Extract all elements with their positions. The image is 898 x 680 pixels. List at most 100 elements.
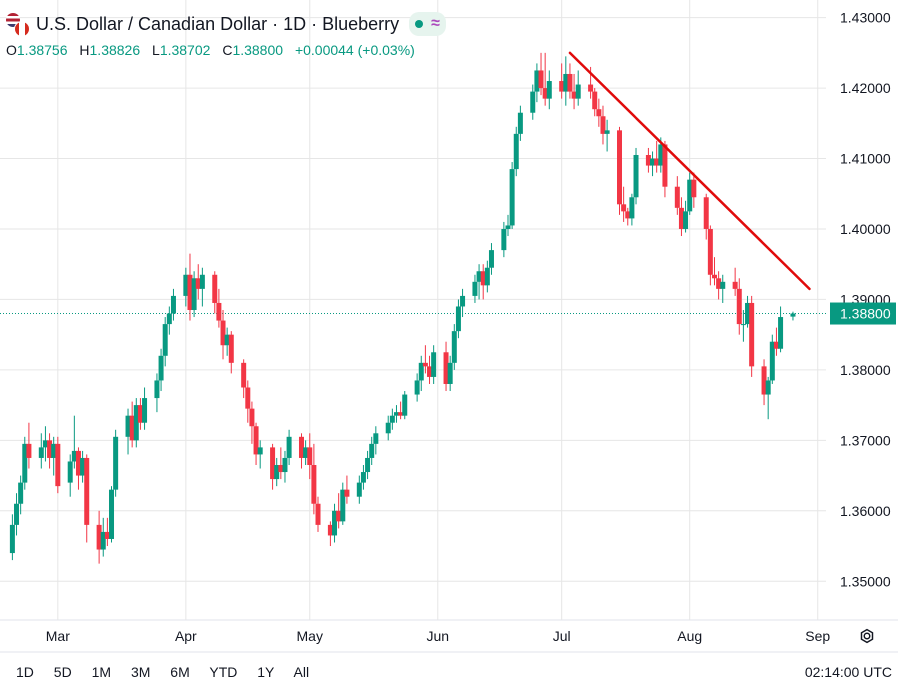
range-1d-button[interactable]: 1D (16, 664, 34, 680)
candle-up (125, 415, 131, 437)
candle-up (166, 313, 172, 325)
candle-up (286, 436, 292, 458)
candle-down (480, 271, 486, 286)
candle-down (732, 281, 738, 289)
high-label: H (79, 42, 90, 58)
candle-down (315, 503, 321, 525)
range-1y-button[interactable]: 1Y (257, 664, 275, 680)
candle-up (191, 278, 197, 310)
candle-up (340, 489, 346, 522)
candle-up (687, 179, 693, 212)
candle-up (100, 531, 106, 550)
settings-gear-icon[interactable] (856, 625, 878, 647)
y-tick-label: 1.40000 (840, 221, 891, 237)
candle-up (274, 465, 280, 480)
candle-up (765, 380, 771, 395)
candle-down (336, 510, 342, 522)
close-value: 1.38800 (232, 42, 284, 58)
open-value: 1.38756 (16, 42, 68, 58)
candle-up (546, 81, 552, 99)
candle-down (645, 155, 651, 166)
candle-down (129, 415, 135, 441)
candle-up (509, 169, 515, 226)
utc-clock[interactable]: 02:14:00 UTC (804, 664, 892, 680)
candle-up (257, 447, 263, 455)
candle-down (327, 524, 333, 536)
candle-down (716, 278, 722, 289)
candle-down (588, 84, 594, 92)
candle-up (71, 450, 77, 462)
range-6m-button[interactable]: 6M (170, 664, 190, 680)
candle-up (9, 524, 15, 554)
candle-down (654, 158, 660, 166)
candle-up (447, 362, 453, 384)
candle-up (365, 457, 371, 473)
symbol-title[interactable]: U.S. Dollar / Canadian Dollar · 1D · Blu… (36, 13, 400, 34)
candle-down (220, 320, 226, 346)
price-axis-panel (826, 0, 898, 675)
candle-up (769, 341, 775, 381)
y-tick-label: 1.42000 (840, 80, 891, 96)
range-all-button[interactable]: All (293, 664, 310, 680)
candle-up (740, 324, 746, 326)
candle-up (282, 457, 288, 473)
candle-down (278, 465, 284, 473)
candle-up (356, 482, 362, 497)
open-label: O (6, 42, 17, 58)
candle-down (311, 465, 317, 504)
market-status-badge[interactable]: ≈ (409, 12, 446, 36)
range-3m-button[interactable]: 3M (130, 664, 151, 680)
candle-down (707, 228, 713, 275)
candle-down (422, 362, 428, 367)
high-value: 1.38826 (89, 42, 141, 58)
range-1m-button[interactable]: 1M (91, 664, 112, 680)
candle-up (385, 422, 391, 434)
y-tick-label: 1.37000 (840, 432, 891, 448)
candle-up (745, 302, 751, 325)
candle-up (472, 281, 478, 296)
candle-down (678, 207, 684, 229)
candle-up (683, 211, 689, 229)
x-tick-label: Mar (46, 628, 70, 644)
candle-down (600, 116, 606, 134)
candle-up (633, 155, 639, 198)
wave-icon: ≈ (431, 15, 440, 32)
candle-up (720, 281, 726, 289)
last-price-label: 1.38800 (840, 306, 891, 322)
last-price-tag (830, 302, 896, 325)
range-ytd-button[interactable]: YTD (209, 664, 238, 680)
range-5d-button[interactable]: 5D (53, 664, 72, 680)
candle-down (749, 302, 755, 367)
candle-down (427, 366, 433, 377)
candle-up (80, 457, 86, 476)
candle-up (414, 380, 420, 395)
candle-down (773, 341, 779, 349)
candle-up (575, 84, 581, 99)
low-value: 1.38702 (159, 42, 211, 58)
candle-up (402, 394, 408, 416)
y-tick-label: 1.41000 (840, 151, 891, 167)
change-value: +0.00044 (+0.03%) (294, 42, 415, 58)
resistance-trendline (568, 51, 811, 291)
candle-up (369, 443, 375, 458)
candle-up (658, 144, 664, 166)
candle-down (571, 91, 577, 99)
candle-up (460, 295, 466, 307)
candle-up (158, 355, 164, 381)
candle-up (51, 443, 57, 458)
candle-down (691, 179, 697, 198)
candle-down (26, 443, 32, 458)
candle-down (298, 436, 304, 458)
close-label: C (222, 42, 233, 58)
candle-down (55, 443, 61, 487)
candle-down (75, 450, 81, 476)
candle-up (517, 112, 523, 134)
candle-down (195, 278, 201, 289)
candle-down (662, 144, 668, 187)
x-tick-label: Aug (677, 628, 702, 644)
candle-up (418, 362, 424, 381)
y-tick-label: 1.43000 (840, 10, 891, 26)
candle-down (542, 88, 548, 99)
low-label: L (152, 42, 160, 58)
